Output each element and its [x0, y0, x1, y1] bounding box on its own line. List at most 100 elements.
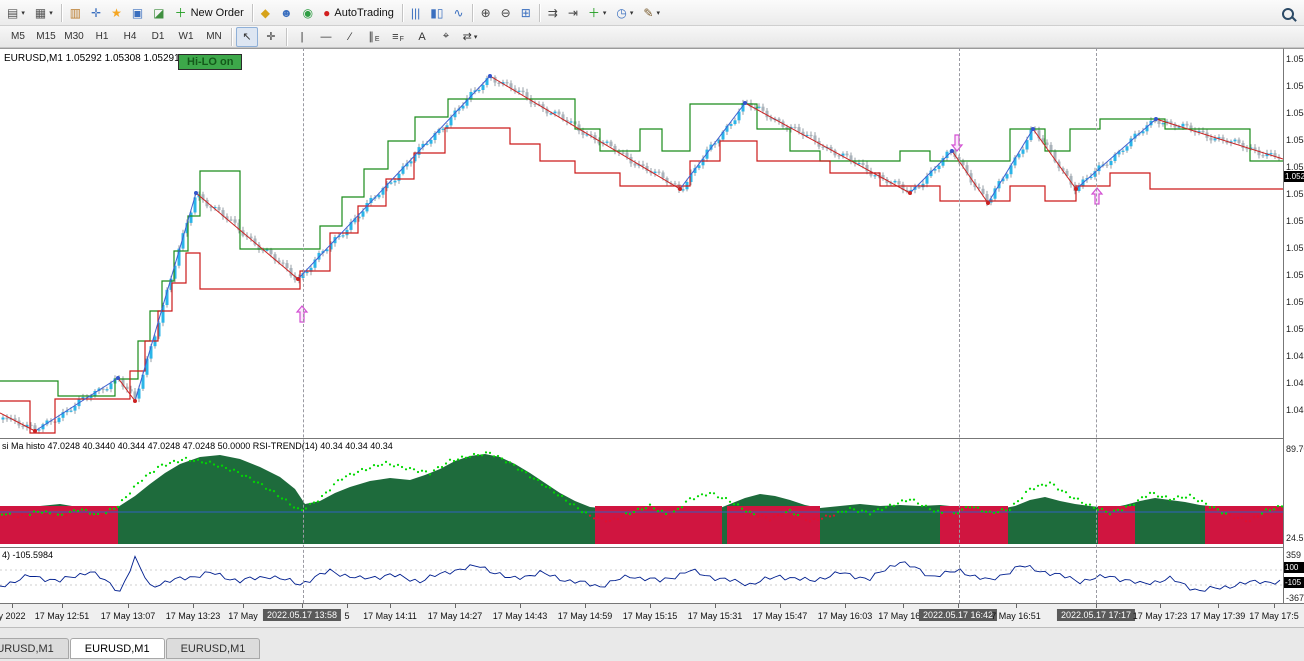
crosshair-button[interactable]: ✛	[260, 27, 282, 47]
clock-icon: ◷	[616, 5, 627, 20]
time-axis-label: 17 May 15:15	[622, 611, 678, 621]
price-chart-panel[interactable]: EURUSD,M1 1.05292 1.05308 1.05291 1.0529…	[0, 48, 1283, 438]
time-axis-tick	[302, 604, 303, 608]
terminal-button[interactable]: ▣	[128, 2, 147, 24]
community-icon: ◉	[302, 5, 314, 20]
tile-windows-button[interactable]: ⊞	[517, 2, 535, 24]
shapes-button[interactable]: ⇄ ▾	[459, 27, 481, 47]
fibonacci-letter: F	[399, 36, 404, 43]
profiles-icon: ▦	[34, 5, 47, 20]
time-axis-tick	[193, 604, 194, 608]
toolbar-separator	[471, 3, 473, 22]
indicator-oscillator-panel[interactable]: 4) -105.5984	[0, 547, 1283, 603]
rsi-histogram-canvas	[0, 451, 1283, 544]
time-axis-tick	[390, 604, 391, 608]
time-axis-tick	[585, 604, 586, 608]
time-axis-label: y 2022	[0, 611, 26, 621]
price-axis-label: 1.05570	[1286, 54, 1304, 64]
community-button[interactable]: ◉	[299, 2, 317, 24]
trendline-button[interactable]: ∕	[339, 27, 361, 47]
trendline-icon: ∕	[349, 30, 351, 43]
cursor-icon: ↖	[242, 31, 252, 43]
indicator1-axis-top: 89.70	[1286, 444, 1304, 454]
timeframe-m5-button[interactable]: M5	[11, 31, 25, 42]
price-axis-label: 1.05240	[1286, 216, 1304, 226]
price-axis-label: 1.05515	[1286, 81, 1304, 91]
template-icon: ✎	[643, 5, 654, 20]
indicator-rsi-panel[interactable]: si Ma histo 47.0248 40.3440 40.344 47.02…	[0, 438, 1283, 547]
add-indicator-icon: ＋	[587, 5, 600, 20]
price-axis-label: 1.05295	[1286, 189, 1304, 199]
vertical-line-button[interactable]: |	[291, 27, 313, 47]
chart-tab[interactable]: EURUSD,M1	[165, 638, 261, 659]
time-axis-label: 17 May 16:1	[878, 611, 928, 621]
experts-button[interactable]: ☻	[276, 2, 297, 24]
price-axis-label: 1.05075	[1286, 297, 1304, 307]
search-icon[interactable]	[1282, 8, 1294, 20]
toolbar-separator	[251, 3, 253, 22]
line-chart-icon: ∿	[453, 5, 464, 20]
chart-bars-button[interactable]: |||	[407, 2, 424, 24]
time-axis-tick	[1096, 604, 1097, 608]
time-axis-label: 17 May 13:23	[165, 611, 221, 621]
timeframe-m30-button[interactable]: M30	[64, 31, 84, 42]
time-axis-label: 7 May 16:51	[991, 611, 1041, 621]
time-axis-tick	[62, 604, 63, 608]
time-axis-tick	[1016, 604, 1017, 608]
auto-scroll-icon: ⇉	[547, 5, 558, 20]
chart-tab-active[interactable]: EURUSD,M1	[69, 638, 165, 659]
timeframe-mn-button[interactable]: MN	[206, 31, 222, 42]
auto-scroll-button[interactable]: ⇉	[544, 2, 562, 24]
zoom-in-button[interactable]: ⊕	[477, 2, 495, 24]
indicators-button[interactable]: ＋ ▾	[584, 2, 611, 24]
equidistant-channel-button[interactable]: ∥ E	[363, 27, 385, 47]
shapes-icon: ⇄	[462, 31, 472, 43]
price-axis[interactable]: 1.055701.055151.054601.054051.053501.052…	[1283, 48, 1304, 603]
chart-tab[interactable]: EURUSD,M1	[0, 638, 69, 659]
favorites-button[interactable]: ★	[107, 2, 126, 24]
timeframe-m15-button[interactable]: M15	[36, 31, 56, 42]
templates-button[interactable]: ✎ ▾	[639, 2, 664, 24]
metaeditor-button[interactable]: ◆	[257, 2, 274, 24]
new-chart-button[interactable]: ▤ ▾	[3, 2, 29, 24]
equidistant-channel-icon: ∥	[368, 31, 374, 43]
equidistant-channel-letter: E	[374, 36, 380, 43]
arrows-tool-button[interactable]: ⌖	[435, 27, 457, 47]
zoom-out-button[interactable]: ⊖	[497, 2, 515, 24]
strategy-tester-button[interactable]: ◪	[149, 2, 168, 24]
time-axis-tick	[715, 604, 716, 608]
time-axis-highlighted-label: 2022.05.17 16:42	[918, 609, 998, 621]
timeframe-w1-button[interactable]: W1	[178, 31, 194, 42]
time-axis-label: 17 May 15:31	[687, 611, 743, 621]
chart-line-button[interactable]: ∿	[450, 2, 468, 24]
timeframe-h1-button[interactable]: H1	[95, 31, 109, 42]
navigator-button[interactable]: ✛	[87, 2, 105, 24]
chart-shift-button[interactable]: ⇥	[564, 2, 582, 24]
price-axis-label: 1.05405	[1286, 135, 1304, 145]
time-axis-tick	[845, 604, 846, 608]
horizontal-line-button[interactable]: —	[315, 27, 337, 47]
dropdown-arrow-icon: ▾	[49, 9, 53, 17]
fibonacci-button[interactable]: ≡ F	[387, 27, 409, 47]
chart-ohlc-label: EURUSD,M1 1.05292 1.05308 1.05291 1.0529…	[4, 53, 219, 64]
indicator2-level-box: 100	[1284, 562, 1304, 573]
price-axis-label: 1.05350	[1286, 162, 1304, 172]
timeframe-h4-button[interactable]: H4	[123, 31, 137, 42]
periods-button[interactable]: ◷ ▾	[612, 2, 637, 24]
hilo-indicator-badge: Hi-LO on	[178, 54, 243, 70]
profiles-button[interactable]: ▦ ▾	[31, 2, 57, 24]
text-label-button[interactable]: A	[411, 27, 433, 47]
chart-candles-button[interactable]: ▮▯	[426, 2, 447, 24]
market-watch-button[interactable]: ▥	[66, 2, 85, 24]
autotrading-button[interactable]: ● AutoTrading	[319, 2, 398, 24]
time-axis[interactable]: y 2022 17 May 12:51 17 May 13:07 17 May 13:…	[0, 603, 1304, 627]
time-axis-highlighted-label: 2022.05.17 13:58	[262, 609, 342, 621]
timeframe-d1-button[interactable]: D1	[151, 31, 165, 42]
down-signal-arrow-icon	[950, 134, 964, 152]
toolbar-timeframes: M5 M15 M30 H1 H4 D1 W1 MN ↖ ✛ | — ∕ ∥ E ≡ F A ⌖ ⇄ ▾	[0, 26, 1304, 48]
time-axis-tick	[1218, 604, 1219, 608]
toolbar-separator	[286, 27, 287, 46]
new-order-button[interactable]: ＋ New Order	[171, 2, 248, 24]
cursor-button[interactable]: ↖	[236, 26, 258, 47]
